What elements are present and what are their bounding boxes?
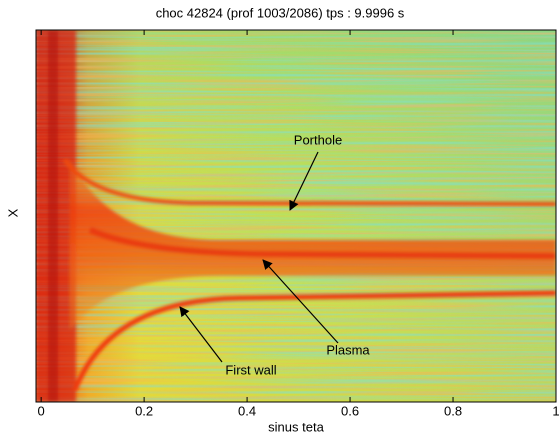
annotation: Plasma [326,342,370,357]
arrow [289,151,319,211]
x-tick-label: 0 [38,403,45,418]
heatmap-image [36,30,556,402]
chart-title: choc 42824 (prof 1003/2086) tps : 9.9996… [156,5,405,20]
x-tick-label: 0.2 [135,403,153,418]
annotation: First wall [225,362,276,377]
left-band-dark [48,30,58,402]
porthole-line [63,158,556,206]
heat-streaks [36,30,556,402]
x-tick-label: 0.6 [341,403,359,418]
plot-frame [35,29,557,403]
x-axis-label: sinus teta [268,419,324,434]
annotation: Porthole [294,132,342,147]
x-tick-label: 0.4 [238,403,256,418]
arrow [262,259,339,344]
first-wall-line [72,290,556,391]
plasma-band [70,160,556,330]
plasma-core [88,227,556,259]
x-tick-label: 1 [552,403,559,418]
arrow [179,306,223,363]
y-axis-label: X [5,208,20,217]
x-tick-label: 0.8 [444,403,462,418]
heat-features [36,30,556,402]
